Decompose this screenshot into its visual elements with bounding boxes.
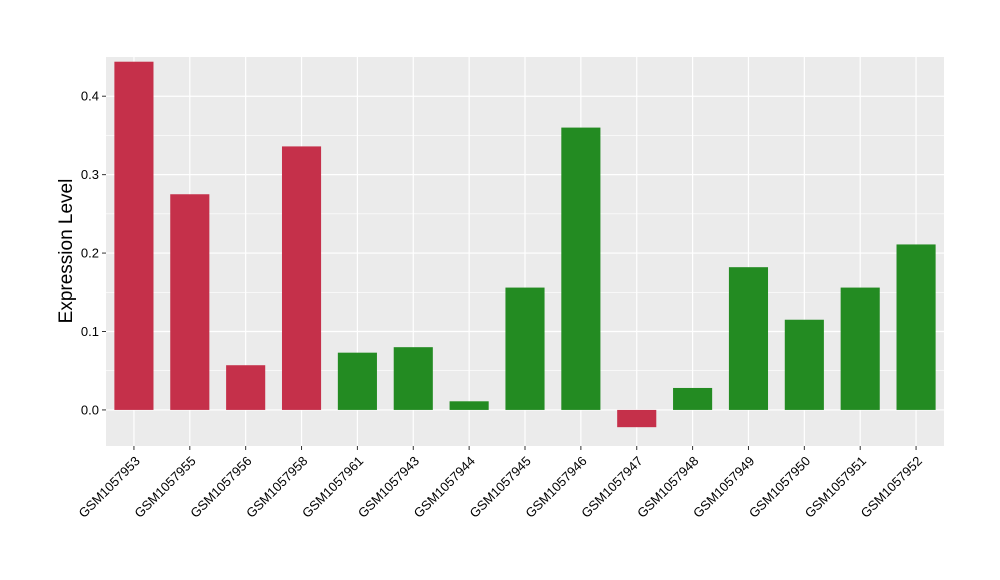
y-tick-label: 0.4 [81, 89, 99, 104]
y-axis: 0.0 0.1 0.2 0.3 0.4 [81, 89, 106, 417]
bar [505, 287, 545, 410]
bar [114, 61, 154, 410]
bar [728, 267, 769, 410]
bar [840, 287, 880, 410]
x-axis: GSM1057953GSM1057955GSM1057956GSM1057958… [75, 446, 925, 521]
bar [617, 409, 657, 428]
bar [393, 347, 433, 410]
bar [281, 146, 322, 410]
bar [337, 352, 377, 410]
bar [170, 194, 210, 410]
bar [226, 365, 266, 410]
bar [449, 401, 489, 410]
bar [673, 387, 713, 410]
bar [896, 244, 936, 410]
bars [114, 61, 936, 428]
y-tick-label: 0.1 [81, 324, 99, 339]
bar [561, 127, 601, 410]
y-tick-label: 0.0 [81, 402, 99, 417]
y-tick-label: 0.3 [81, 167, 99, 182]
y-tick-label: 0.2 [81, 246, 99, 261]
bar [784, 319, 824, 410]
y-axis-title: Expression Level [56, 179, 77, 324]
